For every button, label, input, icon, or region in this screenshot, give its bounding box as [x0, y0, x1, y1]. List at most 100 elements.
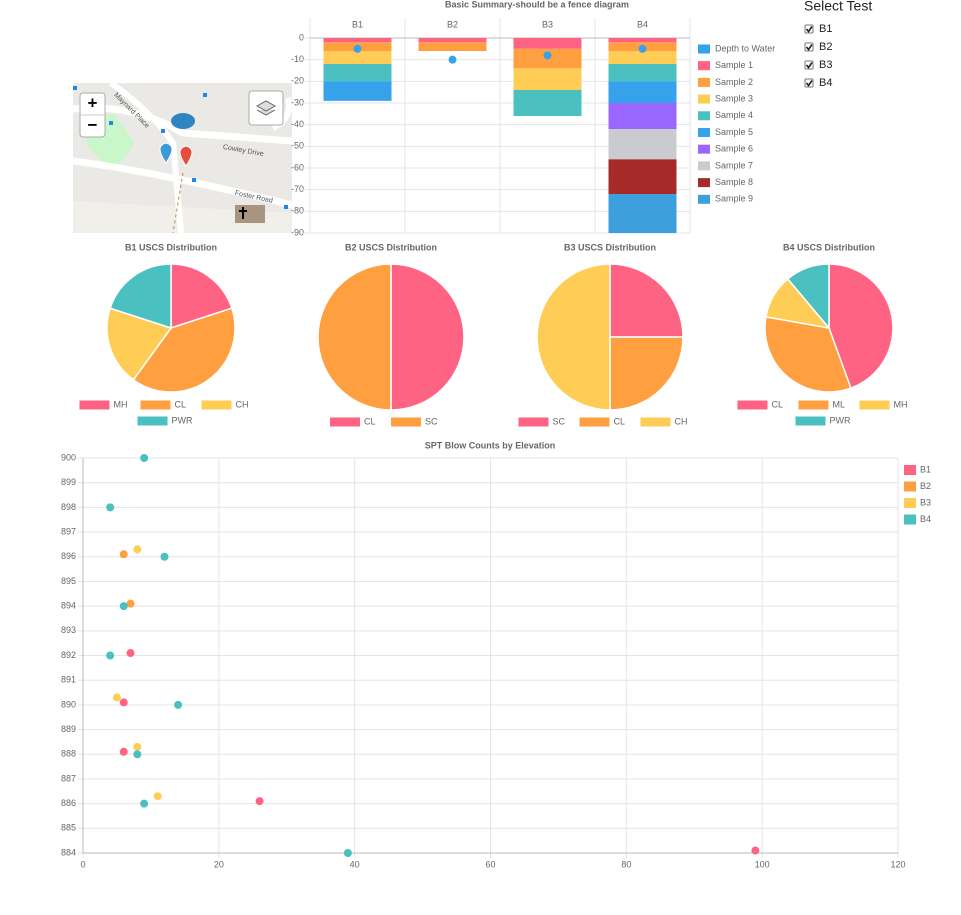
x-tick-label: B4 — [637, 19, 648, 29]
legend-label: Sample 5 — [715, 127, 753, 137]
legend-label: B1 — [920, 464, 931, 474]
pie-slice — [609, 263, 684, 338]
pie-slice — [828, 263, 894, 390]
legend-swatch — [201, 400, 232, 410]
pin[interactable] — [179, 145, 193, 167]
x-tick-label: 20 — [214, 859, 224, 869]
y-tick-label: 894 — [61, 601, 76, 611]
marker-dot — [284, 205, 288, 209]
legend-label: Sample 3 — [715, 93, 753, 103]
check-mark — [805, 44, 813, 51]
x-tick-label: 60 — [485, 859, 495, 869]
legend-label: MH — [894, 399, 908, 409]
legend-label: MH — [114, 399, 128, 409]
y-tick-label: 896 — [61, 551, 76, 561]
pin[interactable] — [159, 142, 173, 164]
legend-label: Sample 8 — [715, 177, 753, 187]
checkbox-label[interactable]: B4 — [819, 77, 832, 89]
legend-swatch — [737, 400, 768, 410]
y-tick-label: 0 — [299, 32, 304, 42]
legend-swatch — [79, 400, 110, 410]
legend-label: Depth to Water — [715, 43, 775, 53]
legend-swatch — [798, 400, 829, 410]
y-tick-label: 899 — [61, 477, 76, 487]
point — [140, 454, 149, 462]
legend-label: PWR — [830, 415, 851, 425]
y-tick-label: 898 — [61, 502, 76, 512]
y-tick-label: 890 — [61, 699, 76, 709]
point — [133, 750, 142, 759]
chart-title: B4 USCS Distribution — [783, 242, 875, 252]
legend-label: B3 — [920, 497, 931, 507]
building — [235, 205, 265, 223]
point — [119, 747, 128, 756]
pie-slice — [786, 263, 830, 331]
pie-slice — [536, 263, 611, 411]
depth-point — [448, 55, 457, 64]
y-tick-label: 885 — [61, 823, 76, 833]
x-tick-label: B3 — [542, 19, 553, 29]
legend-swatch — [795, 416, 826, 426]
point — [133, 545, 142, 554]
y-tick-label: 884 — [61, 847, 76, 857]
y-tick-label: 889 — [61, 724, 76, 734]
chart-title: SPT Blow Counts by Elevation — [425, 440, 556, 450]
x-tick-label: 40 — [350, 859, 360, 869]
layers-icon — [255, 100, 277, 116]
marker-dot — [203, 93, 207, 97]
x-tick-label: 80 — [621, 859, 631, 869]
point — [106, 651, 115, 660]
legend-swatch — [904, 514, 916, 525]
point — [174, 700, 183, 709]
legend-label: Sample 4 — [715, 110, 753, 120]
pie-slice — [764, 316, 852, 393]
legend-swatch — [698, 161, 710, 171]
legend-swatch — [640, 417, 671, 427]
legend-swatch — [579, 417, 610, 427]
y-tick-label: -30 — [291, 97, 304, 107]
map[interactable]: Maynard Place Cowley Drive Foster Road +… — [73, 83, 292, 233]
checkbox-label[interactable]: B1 — [819, 23, 832, 35]
zoom-out[interactable]: − — [88, 115, 98, 134]
y-tick-label: -60 — [291, 162, 304, 172]
pie-slice — [109, 263, 172, 330]
road — [109, 83, 184, 233]
pin[interactable] — [171, 113, 196, 129]
bar-segment — [608, 194, 677, 233]
checkbox-label[interactable]: B3 — [819, 59, 832, 71]
zoom-in[interactable]: + — [88, 93, 98, 112]
y-tick-label: -20 — [291, 76, 304, 86]
y-tick-label: 897 — [61, 526, 76, 536]
x-tick-label: 120 — [890, 859, 905, 869]
legend-swatch — [698, 144, 710, 154]
y-tick-label: -10 — [291, 54, 304, 64]
legend-swatch — [698, 111, 710, 121]
y-tick-label: 891 — [61, 675, 76, 685]
marker-dot — [161, 129, 165, 133]
legend-swatch — [859, 400, 890, 410]
checkbox-label[interactable]: B2 — [819, 41, 832, 53]
legend-swatch — [698, 61, 710, 71]
legend-label: CH — [675, 416, 688, 426]
legend-label: SC — [553, 416, 566, 426]
legend-swatch — [391, 417, 421, 427]
depth-point — [353, 44, 362, 53]
y-tick-label: -80 — [291, 206, 304, 216]
legend-label: SC — [425, 416, 438, 426]
point — [119, 550, 128, 559]
marker-dot — [73, 86, 77, 90]
legend-label: CH — [236, 399, 249, 409]
bar-segment — [608, 38, 677, 43]
legend-label: CL — [772, 399, 784, 409]
legend-label: CL — [614, 416, 626, 426]
y-tick-label: 887 — [61, 773, 76, 783]
bar-segment — [323, 38, 392, 43]
marker-dot — [109, 121, 113, 125]
bar-segment — [513, 68, 582, 90]
bar-segment — [608, 64, 677, 82]
y-tick-label: 895 — [61, 576, 76, 586]
point — [112, 693, 121, 702]
y-tick-label: 893 — [61, 625, 76, 635]
point — [133, 742, 142, 751]
